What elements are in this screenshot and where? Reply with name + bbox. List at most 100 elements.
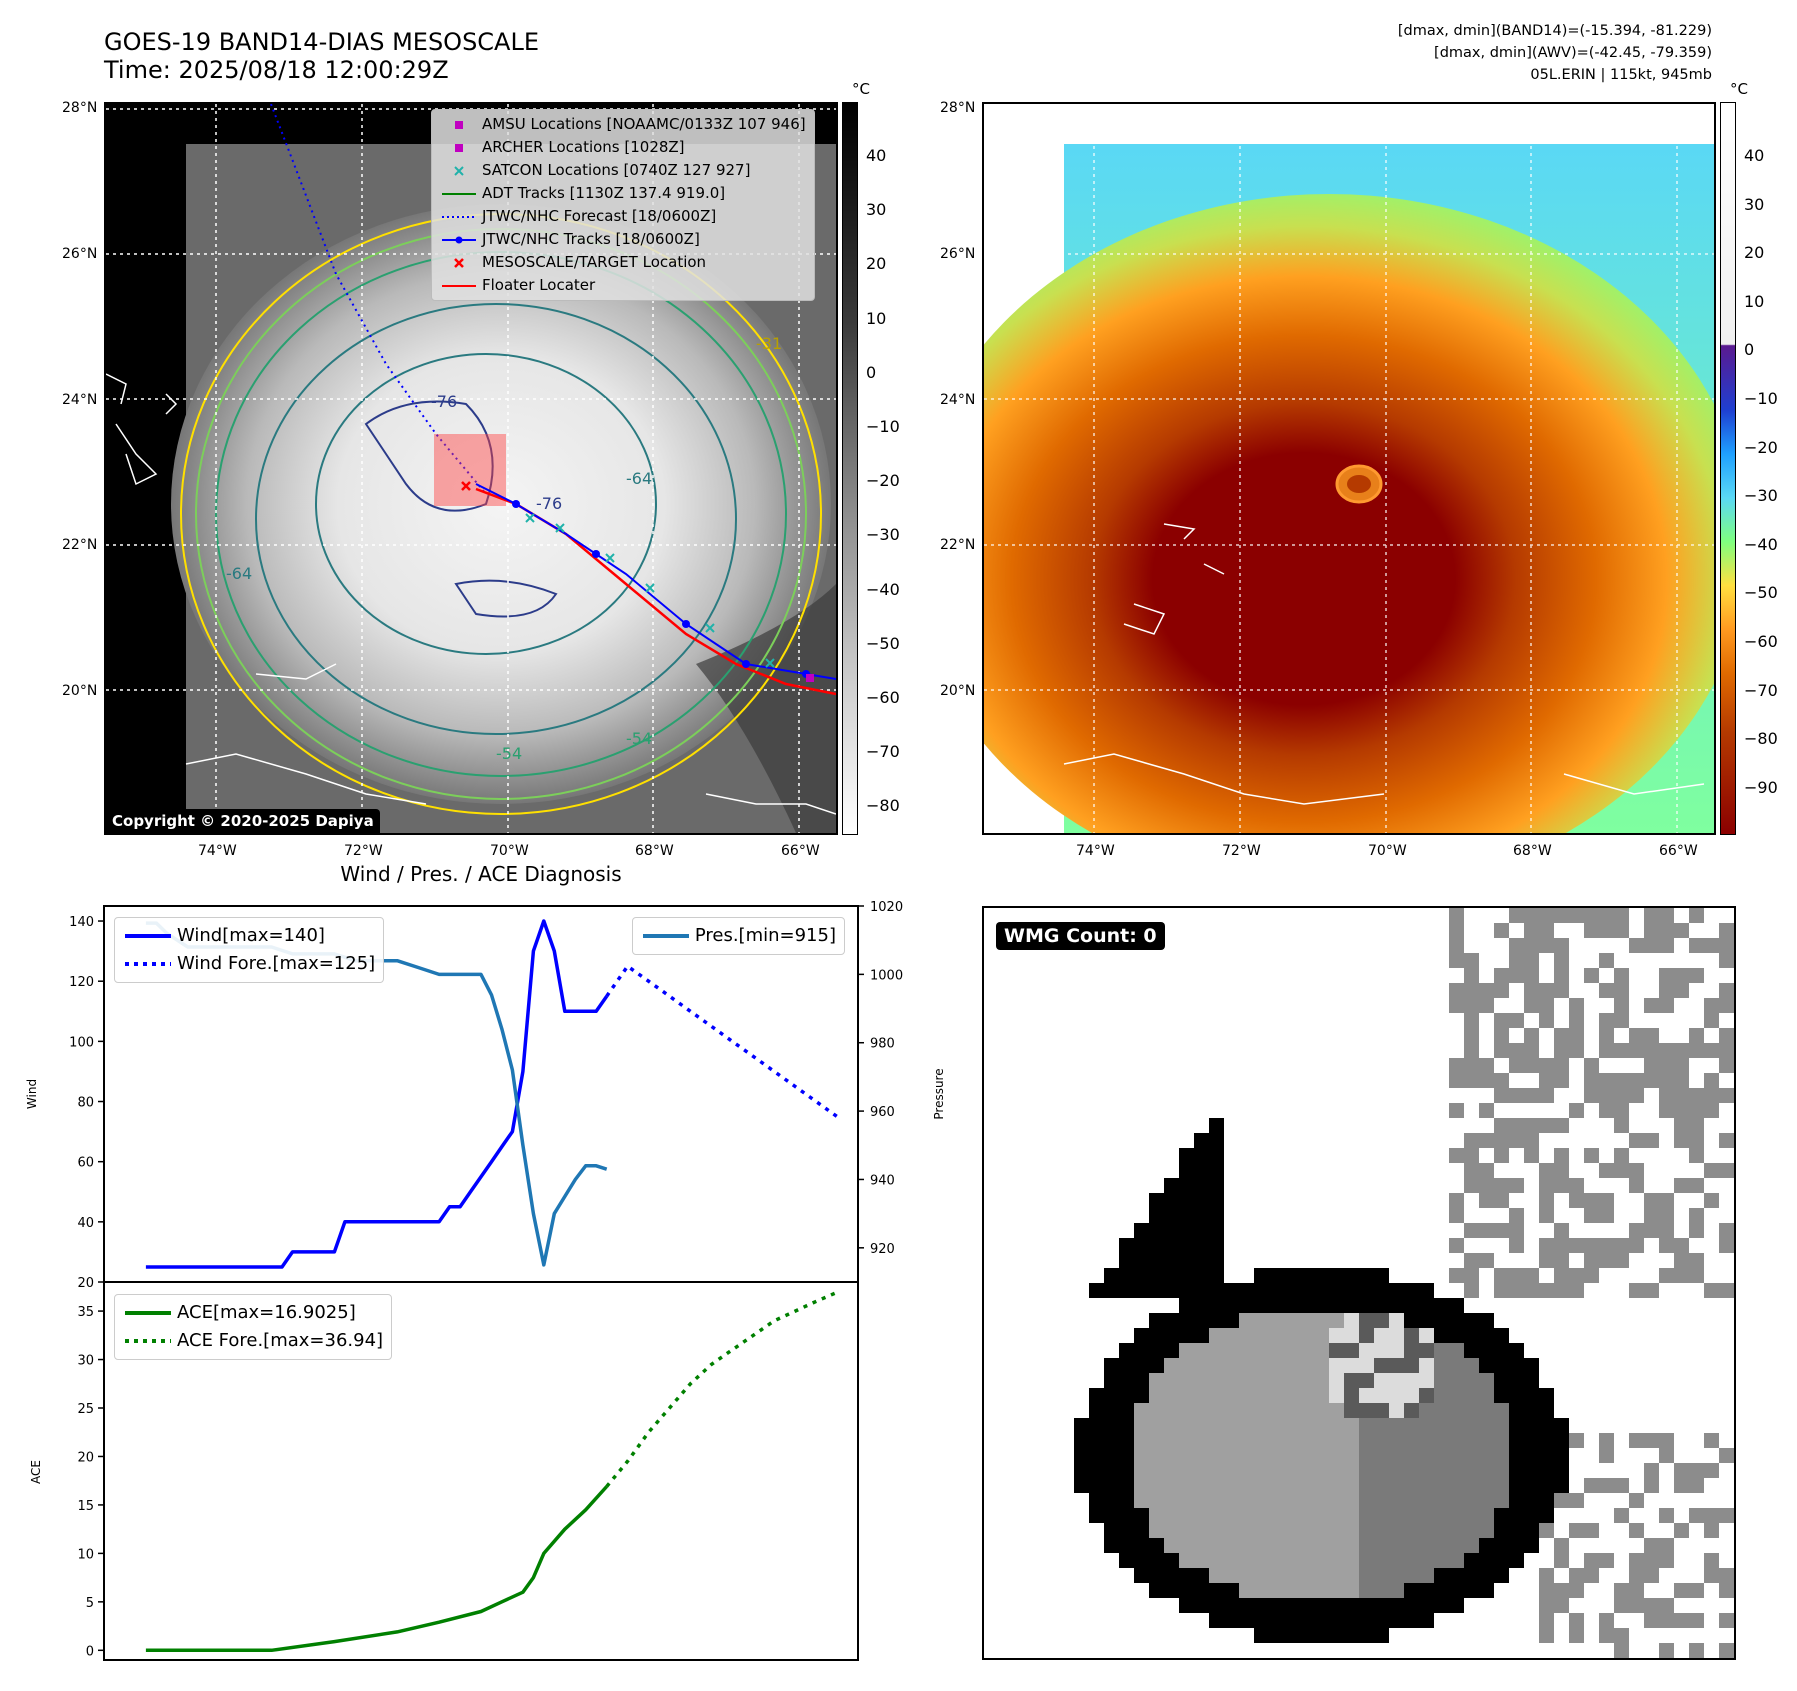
legend-label: Wind[max=140]: [177, 925, 325, 946]
wmg-cell: [1149, 1418, 1164, 1433]
contour-label: -76: [536, 494, 563, 513]
x-marker-icon: [440, 164, 478, 178]
wmg-cell: [1209, 1463, 1224, 1478]
wmg-cell: [1374, 1463, 1389, 1478]
wmg-cell: [1344, 1433, 1359, 1448]
wmg-cell: [1134, 1358, 1149, 1373]
wmg-cell: [1179, 1373, 1194, 1388]
wmg-cell: [1554, 1163, 1569, 1178]
wmg-cell: [1479, 1433, 1494, 1448]
wmg-cell: [1689, 1043, 1704, 1058]
wmg-cell: [1344, 1493, 1359, 1508]
wmg-cell: [1449, 983, 1464, 998]
wmg-cell: [1494, 1133, 1509, 1148]
wmg-cell: [1494, 1553, 1509, 1568]
contour-label: -31: [756, 334, 783, 353]
lat-label: 24°N: [62, 392, 98, 408]
wmg-cell: [1644, 998, 1659, 1013]
wmg-cell: [1164, 1268, 1179, 1283]
lat-label: 28°N: [62, 100, 98, 116]
lat-label: 22°N: [62, 537, 98, 553]
wmg-cell: [1494, 1433, 1509, 1448]
wmg-cell: [1704, 1043, 1719, 1058]
wmg-cell: [1314, 1598, 1329, 1613]
wmg-cell: [1329, 1538, 1344, 1553]
wmg-cell: [1644, 1568, 1659, 1583]
wmg-cell: [1389, 1463, 1404, 1478]
wmg-cell: [1689, 1133, 1704, 1148]
wmg-cell: [1194, 1328, 1209, 1343]
wmg-cell: [1239, 1448, 1254, 1463]
wmg-cell: [1449, 1418, 1464, 1433]
wmg-cell: [1539, 1493, 1554, 1508]
wmg-cell: [1269, 1553, 1284, 1568]
wmg-cell: [1329, 1463, 1344, 1478]
wmg-cell: [1224, 1508, 1239, 1523]
wmg-cell: [1374, 1583, 1389, 1598]
y-tick-label: 100: [69, 1035, 94, 1050]
solid-line-icon: [641, 931, 691, 941]
wmg-cell: [1314, 1313, 1329, 1328]
wmg-cell: [1524, 1403, 1539, 1418]
wmg-cell: [1314, 1358, 1329, 1373]
wmg-cell: [1464, 1403, 1479, 1418]
wmg-cell: [1614, 1478, 1629, 1493]
wmg-cell: [1224, 1418, 1239, 1433]
wmg-cell: [1134, 1433, 1149, 1448]
wmg-cell: [1254, 1373, 1269, 1388]
wmg-cell: [1389, 1478, 1404, 1493]
wmg-cell: [1614, 1253, 1629, 1268]
wmg-cell: [1614, 923, 1629, 938]
wmg-cell: [1509, 1463, 1524, 1478]
wmg-cell: [1614, 908, 1629, 923]
wmg-cell: [1494, 1178, 1509, 1193]
wmg-cell: [1239, 1508, 1254, 1523]
wmg-cell: [1329, 1583, 1344, 1598]
wmg-cell: [1494, 968, 1509, 983]
colorbar-tick-label: −60: [1744, 632, 1778, 651]
square-marker-icon: [440, 118, 478, 132]
wmg-cell: [1179, 1313, 1194, 1328]
wmg-cell: [1254, 1418, 1269, 1433]
wmg-cell: [1419, 1418, 1434, 1433]
wmg-cell: [1644, 1133, 1659, 1148]
wmg-cell: [1209, 1523, 1224, 1538]
wmg-cell: [1104, 1463, 1119, 1478]
wmg-cell: [1629, 1238, 1644, 1253]
line-marker-icon: [440, 281, 478, 291]
wmg-cell: [1464, 1148, 1479, 1163]
wmg-grid: [1074, 908, 1734, 1658]
wmg-cell: [1194, 1418, 1209, 1433]
wmg-cell: [1344, 1283, 1359, 1298]
wmg-cell: [1389, 1493, 1404, 1508]
wmg-cell: [1644, 1073, 1659, 1088]
wmg-cell: [1584, 1268, 1599, 1283]
square-marker-icon: [440, 141, 478, 155]
wmg-cell: [1209, 1298, 1224, 1313]
wmg-cell: [1584, 1253, 1599, 1268]
wmg-cell: [1209, 1178, 1224, 1193]
legend-item: ADT Tracks [1130Z 137.4 919.0]: [440, 182, 806, 205]
wmg-cell: [1719, 1238, 1734, 1253]
wmg-cell: [1719, 1163, 1734, 1178]
wmg-cell: [1284, 1613, 1299, 1628]
wmg-cell: [1149, 1478, 1164, 1493]
wmg-cell: [1194, 1583, 1209, 1598]
solid-line-icon: [123, 1308, 173, 1318]
lat-label: 20°N: [940, 683, 976, 699]
wmg-cell: [1269, 1628, 1284, 1643]
wmg-cell: [1554, 1238, 1569, 1253]
wmg-cell: [1479, 1493, 1494, 1508]
wmg-cell: [1254, 1328, 1269, 1343]
legend-item: JTWC/NHC Forecast [18/0600Z]: [440, 205, 806, 228]
wmg-cell: [1209, 1508, 1224, 1523]
wmg-cell: [1464, 1388, 1479, 1403]
wmg-cell: [1284, 1388, 1299, 1403]
wmg-cell: [1224, 1463, 1239, 1478]
wmg-cell: [1404, 1373, 1419, 1388]
wmg-cell: [1269, 1523, 1284, 1538]
y-tick-label: 80: [77, 1096, 94, 1111]
legend-item: SATCON Locations [0740Z 127 927]: [440, 159, 806, 182]
wmg-cell: [1524, 1478, 1539, 1493]
wmg-cell: [1524, 938, 1539, 953]
